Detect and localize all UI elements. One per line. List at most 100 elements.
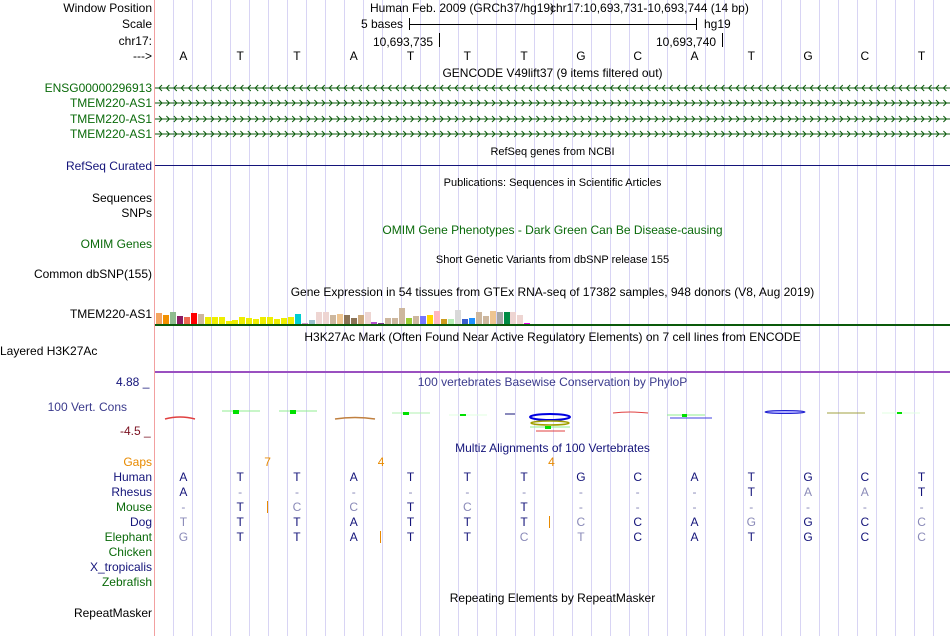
gtex-tissue-bar[interactable] bbox=[322, 311, 329, 324]
phylop-track-title[interactable]: 100 vertebrates Basewise Conservation by… bbox=[417, 375, 688, 389]
gtex-tissue-bar[interactable] bbox=[281, 317, 288, 324]
species-label[interactable]: Elephant bbox=[104, 530, 152, 544]
gencode-track-title[interactable]: GENCODE V49lift37 (9 items filtered out) bbox=[442, 66, 663, 80]
gtex-tissue-bar[interactable] bbox=[510, 312, 517, 324]
gtex-tissue-bar[interactable] bbox=[503, 311, 510, 324]
gtex-tissue-bar[interactable] bbox=[454, 309, 461, 324]
species-label[interactable]: Mouse bbox=[115, 500, 152, 514]
gtex-tissue-bar[interactable] bbox=[413, 316, 420, 324]
gtex-track-title[interactable]: Gene Expression in 54 tissues from GTEx … bbox=[290, 285, 815, 299]
gene-label[interactable]: TMEM220-AS1 bbox=[69, 96, 152, 111]
gtex-tissue-bar[interactable] bbox=[204, 316, 211, 324]
gtex-tissue-bar[interactable] bbox=[336, 314, 343, 324]
sequences-label[interactable]: Sequences bbox=[91, 191, 152, 205]
phylop-conservation-graph[interactable] bbox=[155, 400, 950, 440]
gtex-tissue-bar[interactable] bbox=[176, 316, 183, 324]
gtex-tissue-bar[interactable] bbox=[225, 321, 232, 324]
gene-feature[interactable] bbox=[155, 127, 950, 141]
gtex-tissue-bar[interactable] bbox=[496, 311, 503, 324]
gtex-tissue-bar[interactable] bbox=[156, 313, 162, 324]
gene-feature[interactable] bbox=[155, 112, 950, 126]
gtex-tissue-bar[interactable] bbox=[239, 316, 246, 324]
species-label[interactable]: Human bbox=[113, 470, 152, 484]
repeatmasker-label[interactable]: RepeatMasker bbox=[73, 606, 152, 620]
gtex-tissue-bar[interactable] bbox=[315, 311, 322, 324]
gtex-tissue-bar[interactable] bbox=[399, 308, 406, 324]
alignment-base: - bbox=[238, 485, 243, 499]
gtex-tissue-bar[interactable] bbox=[267, 316, 274, 324]
gtex-tissue-bar[interactable] bbox=[406, 317, 413, 324]
insertion-marker[interactable] bbox=[380, 531, 382, 543]
gtex-tissue-bar[interactable] bbox=[427, 315, 434, 324]
gtex-tissue-bar[interactable] bbox=[447, 318, 454, 324]
species-label[interactable]: Chicken bbox=[108, 545, 152, 559]
insertion-marker[interactable] bbox=[266, 501, 268, 513]
multiz-track-title[interactable]: Multiz Alignments of 100 Vertebrates bbox=[455, 441, 650, 455]
h3k27ac-track-title[interactable]: H3K27Ac Mark (Often Found Near Active Re… bbox=[304, 330, 801, 344]
gtex-tissue-bar[interactable] bbox=[461, 318, 468, 324]
repeatmasker-track-title[interactable]: Repeating Elements by RepeatMasker bbox=[449, 591, 656, 605]
gtex-tissue-bar[interactable] bbox=[364, 312, 371, 324]
refseq-track-title[interactable]: RefSeq genes from NCBI bbox=[490, 146, 615, 158]
gtex-tissue-bar[interactable] bbox=[489, 310, 496, 324]
gtex-tissue-bar[interactable] bbox=[288, 316, 295, 324]
gtex-tissue-bar[interactable] bbox=[183, 316, 190, 324]
gtex-tissue-bar[interactable] bbox=[162, 315, 169, 324]
species-label[interactable]: Zebrafish bbox=[101, 575, 152, 589]
gene-feature[interactable] bbox=[155, 96, 950, 110]
gtex-tissue-bar[interactable] bbox=[350, 317, 357, 324]
gtex-tissue-bar[interactable] bbox=[295, 314, 301, 324]
publications-track-title[interactable]: Publications: Sequences in Scientific Ar… bbox=[443, 177, 662, 189]
species-label[interactable]: Dog bbox=[129, 515, 152, 529]
gtex-gene-label[interactable]: TMEM220-AS1 bbox=[69, 307, 152, 321]
gtex-tissue-bar[interactable] bbox=[392, 317, 399, 324]
gene-label[interactable]: TMEM220-AS1 bbox=[69, 111, 152, 126]
gtex-tissue-bar[interactable] bbox=[253, 318, 260, 324]
omim-track-title[interactable]: OMIM Gene Phenotypes - Dark Green Can Be… bbox=[382, 223, 723, 237]
gtex-tissue-bar[interactable] bbox=[211, 316, 218, 324]
gtex-tissue-bar[interactable] bbox=[343, 315, 350, 324]
gtex-tissue-bar[interactable] bbox=[482, 316, 489, 324]
gtex-tissue-bar[interactable] bbox=[357, 315, 364, 324]
gtex-tissue-bar[interactable] bbox=[434, 310, 440, 324]
species-label[interactable]: Rhesus bbox=[111, 485, 152, 499]
h3k27ac-label[interactable]: Layered H3K27Ac bbox=[0, 344, 98, 358]
gtex-tissue-bar[interactable] bbox=[190, 313, 197, 324]
species-label[interactable]: X_tropicalis bbox=[89, 560, 152, 574]
refseq-curated-label[interactable]: RefSeq Curated bbox=[65, 159, 152, 173]
gtex-bar-chart[interactable] bbox=[155, 302, 535, 324]
refseq-gene-line[interactable] bbox=[155, 165, 950, 166]
snps-label[interactable]: SNPs bbox=[121, 206, 152, 220]
alignment-base: - bbox=[408, 485, 413, 499]
gtex-tissue-bar[interactable] bbox=[475, 312, 482, 324]
gtex-tissue-bar[interactable] bbox=[232, 320, 239, 324]
gtex-tissue-bar[interactable] bbox=[308, 319, 315, 324]
phylop-label[interactable]: 100 Vert. Cons bbox=[47, 400, 127, 414]
gtex-tissue-bar[interactable] bbox=[517, 315, 524, 324]
gtex-tissue-bar[interactable] bbox=[260, 316, 267, 324]
gtex-tissue-bar[interactable] bbox=[246, 317, 253, 324]
gtex-tissue-bar[interactable] bbox=[218, 316, 225, 324]
dbsnp-label[interactable]: Common dbSNP(155) bbox=[33, 267, 152, 281]
gtex-tissue-bar[interactable] bbox=[468, 317, 475, 324]
window-position-label: Window Position bbox=[63, 1, 152, 15]
gene-label[interactable]: TMEM220-AS1 bbox=[69, 126, 152, 141]
omim-genes-label[interactable]: OMIM Genes bbox=[80, 237, 152, 251]
gene-feature[interactable] bbox=[155, 81, 950, 95]
dbsnp-track-title[interactable]: Short Genetic Variants from dbSNP releas… bbox=[435, 254, 670, 266]
gtex-gene-line bbox=[155, 324, 950, 326]
gtex-tissue-bar[interactable] bbox=[197, 314, 204, 324]
gtex-tissue-bar[interactable] bbox=[274, 318, 281, 324]
gtex-tissue-bar[interactable] bbox=[329, 315, 336, 324]
gtex-tissue-bar[interactable] bbox=[169, 311, 176, 324]
gene-label[interactable]: ENSG00000296913 bbox=[44, 81, 152, 95]
gtex-tissue-bar[interactable] bbox=[301, 323, 308, 324]
gtex-tissue-bar[interactable] bbox=[524, 323, 531, 324]
gtex-tissue-bar[interactable] bbox=[440, 318, 447, 324]
insertion-marker[interactable] bbox=[548, 516, 550, 528]
gtex-tissue-bar[interactable] bbox=[371, 322, 378, 324]
gtex-tissue-bar[interactable] bbox=[378, 323, 385, 324]
gtex-tissue-bar[interactable] bbox=[385, 317, 392, 324]
gtex-tissue-bar[interactable] bbox=[420, 316, 427, 324]
